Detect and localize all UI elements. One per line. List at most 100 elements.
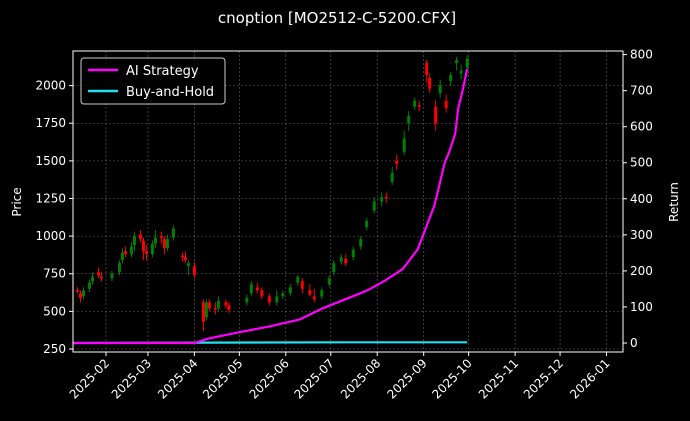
candle-body	[90, 276, 94, 282]
candle-body	[296, 276, 300, 283]
candle-body	[455, 60, 459, 64]
y-left-tick-label: 500	[43, 304, 66, 318]
candle-body	[99, 276, 103, 279]
candle-body	[159, 236, 163, 238]
candle-body	[308, 290, 312, 295]
candle-body	[249, 284, 253, 294]
candle-body	[407, 115, 411, 124]
candle-body	[320, 290, 324, 297]
y-left-tick-label: 750	[43, 267, 66, 281]
candle-body	[372, 201, 376, 211]
legend-label-buy-and-hold: Buy-and-Hold	[126, 85, 214, 100]
y-left-tick-label: 250	[43, 342, 66, 356]
candlesticks	[75, 55, 469, 331]
candle-body	[380, 196, 384, 202]
candle-body	[192, 266, 196, 276]
y-left-tick-label: 2000	[35, 79, 66, 93]
candle-body	[365, 221, 369, 228]
candle-body	[216, 300, 220, 309]
candle-body	[227, 305, 231, 310]
candle-body	[87, 282, 91, 289]
candle-body	[300, 281, 304, 289]
candle-body	[183, 257, 187, 261]
y-left-tick-label: 1750	[35, 116, 66, 130]
candle-body	[267, 296, 271, 303]
candle-body	[351, 249, 355, 258]
y-left-tick-label: 1500	[35, 154, 66, 168]
candle-body	[132, 236, 136, 246]
candle-body	[224, 302, 228, 306]
candle-body	[96, 272, 100, 276]
series-lines	[72, 68, 469, 345]
candle-body	[413, 100, 417, 107]
y-right-tick-label: 200	[630, 264, 653, 278]
candle-body	[425, 63, 429, 76]
candle-body	[162, 239, 166, 249]
candle-body	[417, 105, 421, 107]
candle-body	[180, 255, 184, 258]
y-right-tick-label: 600	[630, 120, 653, 134]
candle-body	[281, 293, 285, 297]
candle-body	[434, 106, 438, 124]
candle-body	[144, 251, 148, 255]
candle-body	[255, 287, 259, 291]
y-right-tick-label: 300	[630, 228, 653, 242]
candle-body	[288, 287, 292, 294]
candle-body	[390, 172, 394, 182]
y-right-tick-label: 700	[630, 84, 653, 98]
candle-body	[150, 243, 154, 255]
candle-body	[186, 263, 190, 267]
y-left-tick-label: 1250	[35, 191, 66, 205]
candle-body	[213, 308, 217, 310]
legend-label-ai-strategy: AI Strategy	[126, 64, 199, 79]
candle-body	[359, 239, 363, 247]
candle-body	[75, 290, 79, 292]
candle-body	[327, 278, 331, 285]
candle-body	[339, 257, 343, 262]
candle-body	[153, 237, 157, 244]
candle-body	[332, 263, 336, 273]
y-axis-right-label: Return	[667, 182, 681, 222]
y-right-tick-label: 500	[630, 156, 653, 170]
y-right-tick-label: 800	[630, 48, 653, 62]
y-axis-right: 0 100 200 300 400 500 600 700 800	[623, 48, 653, 350]
y-right-tick-label: 400	[630, 192, 653, 206]
legend: AI Strategy Buy-and-Hold	[80, 57, 226, 105]
y-axis-left: 250 500 750 1000 1250 1500 1750 2000	[35, 79, 73, 356]
candle-body	[123, 251, 127, 255]
candle-body	[449, 75, 453, 82]
candle-body	[275, 296, 279, 303]
candle-body	[344, 258, 348, 264]
candle-body	[129, 246, 133, 255]
y-left-tick-label: 1000	[35, 229, 66, 243]
candle-body	[444, 100, 448, 109]
candle-body	[260, 290, 264, 297]
candle-body	[201, 302, 205, 322]
series-line-ai-strategy	[73, 68, 469, 345]
candle-body	[395, 160, 399, 164]
candle-body	[171, 228, 175, 238]
candle-body	[459, 70, 463, 74]
candle-body	[384, 196, 388, 199]
candle-body	[438, 85, 442, 94]
candle-body	[312, 296, 316, 300]
candle-body	[428, 78, 432, 89]
chart-title: cnoption [MO2512-C-5200.CFX]	[218, 9, 456, 27]
candle-body	[165, 239, 169, 249]
candle-body	[465, 58, 469, 68]
candle-body	[120, 252, 124, 261]
candle-body	[78, 293, 82, 298]
candle-body	[117, 263, 121, 273]
candle-body	[138, 234, 142, 240]
candle-body	[81, 290, 85, 297]
y-axis-left-label: Price	[10, 187, 24, 216]
candle-body	[245, 297, 249, 303]
candle-body	[402, 138, 406, 152]
candle-body	[141, 240, 145, 252]
candle-body	[207, 302, 211, 309]
plot-frame	[72, 50, 624, 353]
candle-body	[204, 302, 208, 318]
candle-body	[110, 273, 114, 279]
y-right-tick-label: 0	[630, 336, 638, 350]
